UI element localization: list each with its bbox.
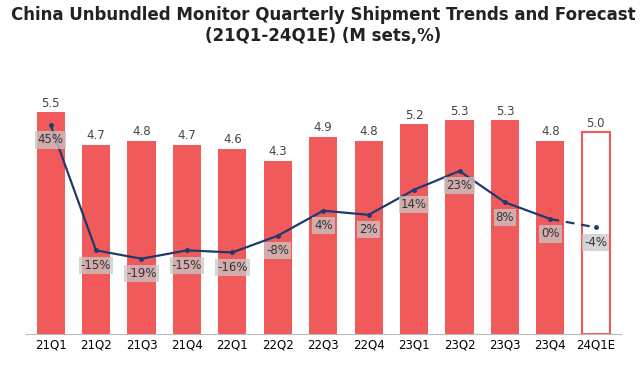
Text: 45%: 45%: [38, 134, 63, 147]
Text: -15%: -15%: [81, 259, 111, 272]
Bar: [309, 137, 337, 334]
Bar: [400, 124, 428, 334]
Title: China Unbundled Monitor Quarterly Shipment Trends and Forecast
(21Q1-24Q1E) (M s: China Unbundled Monitor Quarterly Shipme…: [11, 6, 636, 45]
Bar: [491, 121, 519, 334]
Text: 4%: 4%: [314, 219, 333, 232]
Text: -8%: -8%: [266, 244, 289, 257]
Bar: [445, 121, 474, 334]
Text: 5.0: 5.0: [587, 117, 605, 130]
Text: 4.3: 4.3: [268, 145, 287, 158]
Text: 4.8: 4.8: [359, 125, 378, 138]
Text: 2%: 2%: [359, 223, 378, 236]
Bar: [82, 145, 110, 334]
Bar: [264, 161, 292, 334]
Text: 5.3: 5.3: [496, 105, 514, 118]
Text: 5.5: 5.5: [42, 96, 60, 109]
Bar: [355, 141, 383, 334]
Text: -16%: -16%: [217, 261, 248, 274]
Bar: [127, 141, 156, 334]
Bar: [582, 132, 610, 334]
Text: 4.8: 4.8: [132, 125, 151, 138]
Text: 0%: 0%: [541, 227, 559, 240]
Text: -19%: -19%: [126, 267, 157, 280]
Text: 5.3: 5.3: [451, 105, 468, 118]
Bar: [536, 141, 564, 334]
Bar: [36, 112, 65, 334]
Text: 14%: 14%: [401, 198, 427, 211]
Text: 23%: 23%: [447, 179, 472, 192]
Text: 4.7: 4.7: [86, 129, 106, 142]
Text: 4.7: 4.7: [177, 129, 196, 142]
Text: 4.8: 4.8: [541, 125, 560, 138]
Bar: [218, 149, 246, 334]
Bar: [173, 145, 201, 334]
Text: -4%: -4%: [584, 236, 607, 249]
Text: 4.6: 4.6: [223, 133, 242, 146]
Text: 5.2: 5.2: [404, 109, 424, 122]
Text: 8%: 8%: [496, 211, 514, 224]
Text: 4.9: 4.9: [314, 121, 333, 134]
Text: -15%: -15%: [172, 259, 202, 272]
